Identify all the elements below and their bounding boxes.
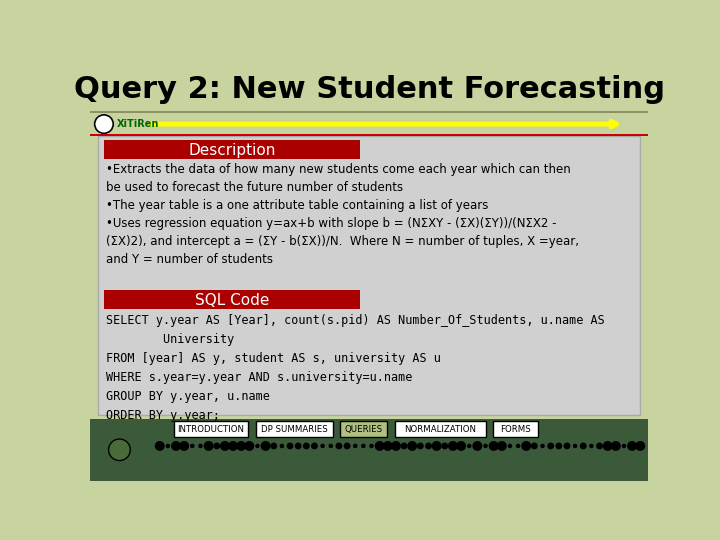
- Circle shape: [362, 444, 365, 448]
- Circle shape: [199, 444, 202, 448]
- Text: Description: Description: [188, 143, 276, 158]
- Text: SQL Code: SQL Code: [194, 293, 269, 308]
- Circle shape: [166, 444, 169, 448]
- Circle shape: [498, 442, 506, 450]
- Circle shape: [392, 442, 400, 450]
- Circle shape: [384, 442, 392, 450]
- Text: DP SUMMARIES: DP SUMMARIES: [261, 424, 328, 434]
- Circle shape: [531, 443, 537, 449]
- Circle shape: [548, 443, 554, 449]
- FancyBboxPatch shape: [90, 111, 648, 113]
- FancyBboxPatch shape: [90, 419, 648, 481]
- Circle shape: [636, 442, 644, 450]
- Text: INTRODUCTION: INTRODUCTION: [177, 424, 244, 434]
- Circle shape: [426, 443, 431, 449]
- FancyBboxPatch shape: [98, 137, 640, 415]
- Circle shape: [516, 444, 520, 448]
- Text: SELECT y.year AS [Year], count(s.pid) AS Number_Of_Students, u.name AS
        U: SELECT y.year AS [Year], count(s.pid) AS…: [106, 314, 604, 422]
- Circle shape: [442, 443, 448, 449]
- Circle shape: [484, 444, 487, 448]
- Circle shape: [344, 443, 350, 449]
- Circle shape: [522, 442, 531, 450]
- Circle shape: [433, 442, 441, 450]
- Circle shape: [329, 444, 333, 448]
- Circle shape: [312, 443, 318, 449]
- Text: FORMS: FORMS: [500, 424, 531, 434]
- Circle shape: [204, 442, 213, 450]
- FancyBboxPatch shape: [90, 134, 648, 137]
- Circle shape: [220, 442, 229, 450]
- Circle shape: [449, 442, 457, 450]
- Circle shape: [370, 444, 373, 448]
- FancyBboxPatch shape: [395, 421, 486, 437]
- Circle shape: [237, 442, 246, 450]
- FancyBboxPatch shape: [493, 421, 538, 437]
- Circle shape: [287, 443, 293, 449]
- Circle shape: [172, 442, 180, 450]
- Text: Query 2: New Student Forecasting: Query 2: New Student Forecasting: [73, 75, 665, 104]
- FancyBboxPatch shape: [104, 140, 360, 159]
- FancyBboxPatch shape: [90, 113, 648, 135]
- Circle shape: [214, 443, 220, 449]
- FancyBboxPatch shape: [341, 421, 387, 437]
- FancyBboxPatch shape: [256, 421, 333, 437]
- Text: NORMALIZATION: NORMALIZATION: [405, 424, 477, 434]
- Circle shape: [418, 443, 423, 449]
- Circle shape: [94, 115, 113, 133]
- Circle shape: [245, 442, 253, 450]
- Circle shape: [191, 444, 194, 448]
- Circle shape: [261, 442, 270, 450]
- Circle shape: [256, 444, 259, 448]
- Circle shape: [180, 442, 189, 450]
- Circle shape: [336, 443, 341, 449]
- Circle shape: [541, 444, 544, 448]
- Text: •Extracts the data of how many new students come each year which can then
be use: •Extracts the data of how many new stude…: [106, 164, 578, 266]
- Circle shape: [156, 442, 164, 450]
- FancyBboxPatch shape: [90, 65, 648, 111]
- Circle shape: [622, 444, 626, 448]
- Circle shape: [304, 443, 309, 449]
- Circle shape: [401, 443, 407, 449]
- Circle shape: [229, 442, 238, 450]
- Circle shape: [490, 442, 498, 450]
- Circle shape: [556, 443, 562, 449]
- Circle shape: [109, 439, 130, 461]
- Text: XiTiRen: XiTiRen: [117, 119, 160, 129]
- Circle shape: [408, 442, 416, 450]
- Circle shape: [375, 442, 384, 450]
- Circle shape: [590, 444, 593, 448]
- Circle shape: [280, 444, 284, 448]
- Circle shape: [456, 442, 465, 450]
- Circle shape: [508, 444, 511, 448]
- Circle shape: [611, 442, 620, 450]
- Circle shape: [597, 443, 602, 449]
- Circle shape: [574, 444, 577, 448]
- FancyBboxPatch shape: [174, 421, 248, 437]
- Circle shape: [580, 443, 586, 449]
- Circle shape: [271, 443, 276, 449]
- Circle shape: [628, 442, 636, 450]
- Circle shape: [295, 443, 301, 449]
- Circle shape: [468, 444, 471, 448]
- Circle shape: [321, 444, 324, 448]
- Circle shape: [473, 442, 482, 450]
- Circle shape: [354, 444, 356, 448]
- Circle shape: [564, 443, 570, 449]
- Text: QUERIES: QUERIES: [344, 424, 382, 434]
- FancyBboxPatch shape: [104, 291, 360, 309]
- Circle shape: [603, 442, 612, 450]
